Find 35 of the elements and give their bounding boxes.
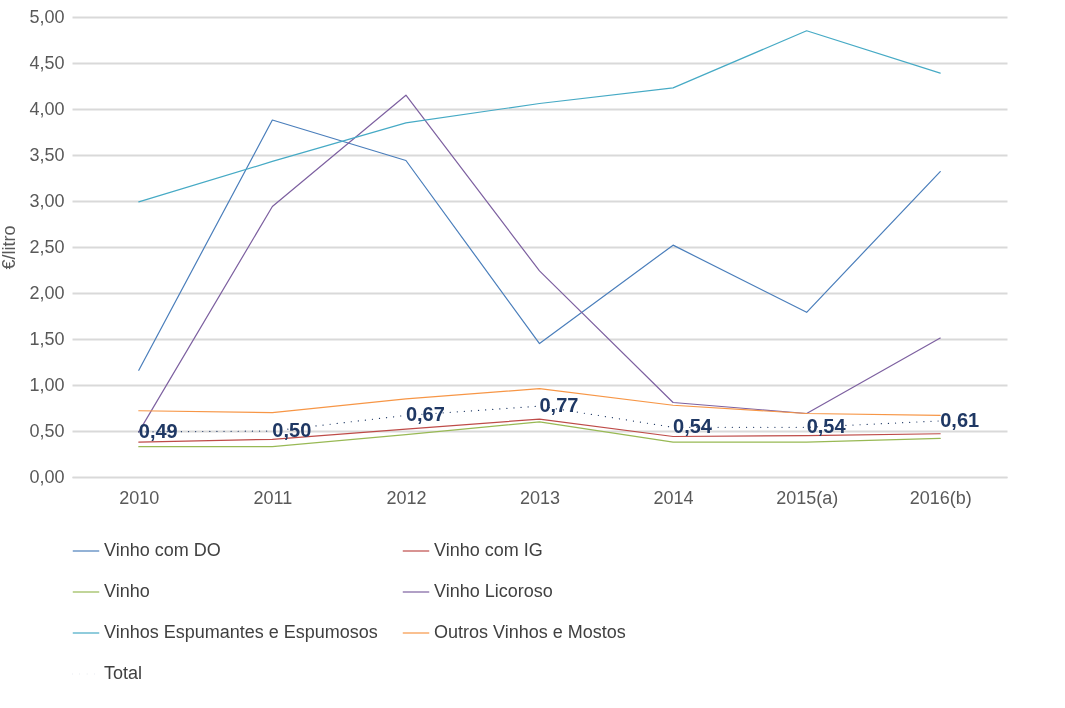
y-tick-label: 1,50: [29, 328, 65, 349]
data-label: 0,61: [940, 408, 980, 431]
data-label: 0,77: [539, 394, 579, 417]
y-tick-label: 0,50: [29, 420, 65, 441]
x-tick-label: 2013: [519, 487, 561, 508]
y-tick-label: 3,50: [29, 144, 65, 165]
x-tick-label: 2015(a): [776, 487, 839, 508]
y-tick-label: 4,50: [29, 52, 65, 73]
y-axis-title: €/litro: [0, 225, 20, 270]
x-tick-label: 2012: [386, 487, 427, 508]
legend-label: Vinho com IG: [434, 540, 543, 560]
data-label: 0,54: [673, 415, 713, 438]
legend-label: Vinho Licoroso: [434, 581, 553, 601]
data-label: 0,54: [806, 415, 847, 438]
x-tick-label: 2010: [119, 487, 160, 508]
line-series: [138, 30, 941, 203]
x-tick-label: 2014: [653, 487, 694, 508]
data-label: 0,67: [405, 403, 445, 426]
legend-label: Vinho: [104, 581, 150, 601]
y-tick-label: 2,00: [29, 282, 65, 303]
legend-label: Total: [104, 663, 143, 683]
x-tick-label: 2011: [253, 487, 293, 508]
legend-label: Vinho com DO: [104, 540, 221, 560]
data-label: 0,50: [272, 419, 312, 441]
line-series: [138, 119, 941, 371]
legend-label: Outros Vinhos e Mostos: [434, 622, 626, 642]
y-tick-label: 1,00: [29, 374, 65, 395]
y-tick-label: 5,00: [29, 6, 65, 27]
y-tick-label: 2,50: [29, 236, 65, 257]
y-tick-label: 4,00: [29, 98, 65, 119]
legend-label: Vinhos Espumantes e Espumosos: [104, 622, 378, 642]
y-tick-label: 0,00: [29, 466, 65, 487]
y-tick-label: 3,00: [29, 190, 65, 211]
x-tick-label: 2016(b): [909, 487, 972, 508]
data-label: 0,49: [138, 419, 178, 442]
